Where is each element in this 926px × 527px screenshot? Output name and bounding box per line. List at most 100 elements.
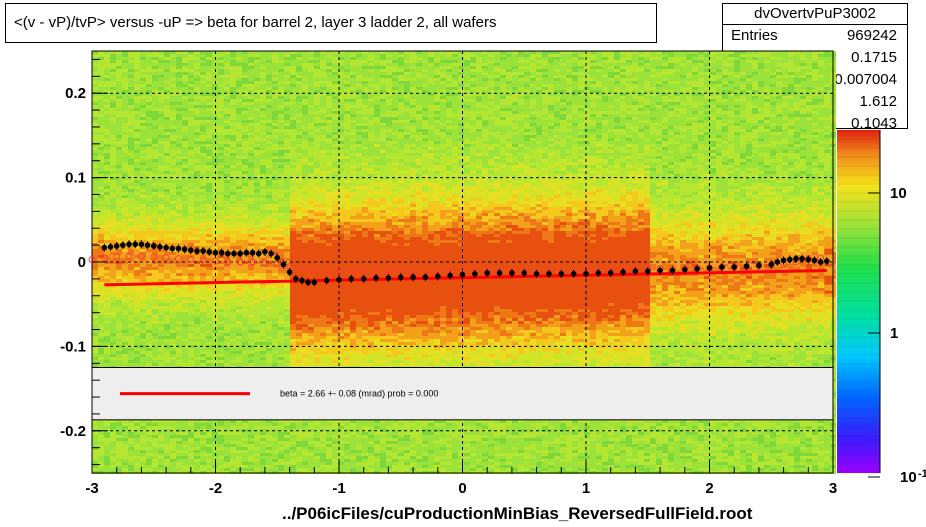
heatmap-cell (290, 69, 296, 72)
heatmap-cell (254, 84, 260, 87)
heatmap-cell (104, 108, 110, 111)
heatmap-cell (194, 165, 200, 168)
heatmap-cell (284, 90, 290, 93)
heatmap-cell (284, 306, 290, 309)
heatmap-cell (140, 360, 146, 363)
heatmap-cell (188, 462, 194, 465)
heatmap-cell (188, 441, 194, 444)
heatmap-cell (272, 432, 278, 435)
heatmap-cell (194, 201, 200, 204)
heatmap-cell (92, 441, 98, 444)
heatmap-cell (302, 153, 308, 156)
heatmap-cell (188, 342, 194, 345)
heatmap-cell (134, 291, 140, 294)
heatmap-cell (248, 342, 254, 345)
heatmap-cell (176, 102, 182, 105)
heatmap-cell (260, 63, 266, 66)
heatmap-cell (302, 165, 308, 168)
heatmap-cell (278, 147, 284, 150)
heatmap-cell (182, 123, 188, 126)
heatmap-cell (176, 135, 182, 138)
heatmap-cell (104, 135, 110, 138)
heatmap-cell (242, 270, 248, 273)
heatmap-cell (254, 78, 260, 81)
heatmap-cell (278, 75, 284, 78)
heatmap-cell (284, 333, 290, 336)
heatmap-cell (278, 420, 284, 423)
heatmap-cell (134, 228, 140, 231)
heatmap-cell (230, 303, 236, 306)
heatmap-cell (104, 141, 110, 144)
heatmap-cell (176, 447, 182, 450)
heatmap-cell (158, 219, 164, 222)
heatmap-cell (248, 150, 254, 153)
heatmap-cell (176, 300, 182, 303)
heatmap-cell (200, 270, 206, 273)
heatmap-cell (290, 174, 296, 177)
heatmap-cell (140, 84, 146, 87)
heatmap-cell (134, 465, 140, 468)
heatmap-cell (170, 237, 176, 240)
heatmap-cell (164, 363, 170, 366)
heatmap-cell (224, 63, 230, 66)
heatmap-cell (158, 234, 164, 237)
heatmap-cell (170, 312, 176, 315)
heatmap-cell (272, 72, 278, 75)
heatmap-cell (152, 303, 158, 306)
heatmap-cell (98, 168, 104, 171)
heatmap-cell (200, 162, 206, 165)
heatmap-cell (158, 192, 164, 195)
heatmap-cell (206, 81, 212, 84)
heatmap-cell (158, 225, 164, 228)
heatmap-cell (242, 342, 248, 345)
heatmap-cell (134, 75, 140, 78)
heatmap-cell (170, 330, 176, 333)
heatmap-cell (236, 318, 242, 321)
heatmap-cell (242, 303, 248, 306)
heatmap-cell (236, 450, 242, 453)
heatmap-cell (248, 165, 254, 168)
heatmap-cell (164, 360, 170, 363)
heatmap-cell (116, 105, 122, 108)
heatmap-cell (206, 108, 212, 111)
heatmap-cell (140, 264, 146, 267)
heatmap-cell (170, 327, 176, 330)
heatmap-cell (230, 162, 236, 165)
heatmap-cell (194, 81, 200, 84)
heatmap-cell (140, 153, 146, 156)
heatmap-cell (278, 111, 284, 114)
heatmap-cell (116, 90, 122, 93)
heatmap-cell (278, 135, 284, 138)
heatmap-cell (164, 219, 170, 222)
heatmap-cell (98, 360, 104, 363)
heatmap-cell (230, 240, 236, 243)
heatmap-cell (188, 138, 194, 141)
heatmap-cell (170, 426, 176, 429)
heatmap-cell (98, 354, 104, 357)
heatmap-cell (116, 210, 122, 213)
heatmap-cell (254, 273, 260, 276)
heatmap-cell (200, 462, 206, 465)
heatmap-cell (242, 330, 248, 333)
heatmap-cell (164, 447, 170, 450)
heatmap-cell (236, 150, 242, 153)
heatmap-cell (170, 450, 176, 453)
heatmap-cell (236, 444, 242, 447)
heatmap-cell (290, 135, 296, 138)
heatmap-cell (194, 456, 200, 459)
heatmap-cell (176, 444, 182, 447)
heatmap-cell (278, 114, 284, 117)
heatmap-cell (260, 447, 266, 450)
heatmap-cell (176, 318, 182, 321)
heatmap-cell (98, 102, 104, 105)
heatmap-cell (296, 228, 302, 231)
heatmap-cell (152, 420, 158, 423)
heatmap-cell (230, 321, 236, 324)
heatmap-cell (200, 186, 206, 189)
heatmap-cell (116, 114, 122, 117)
heatmap-cell (242, 144, 248, 147)
heatmap-cell (116, 213, 122, 216)
heatmap-cell (248, 360, 254, 363)
heatmap-cell (170, 465, 176, 468)
heatmap-cell (260, 324, 266, 327)
